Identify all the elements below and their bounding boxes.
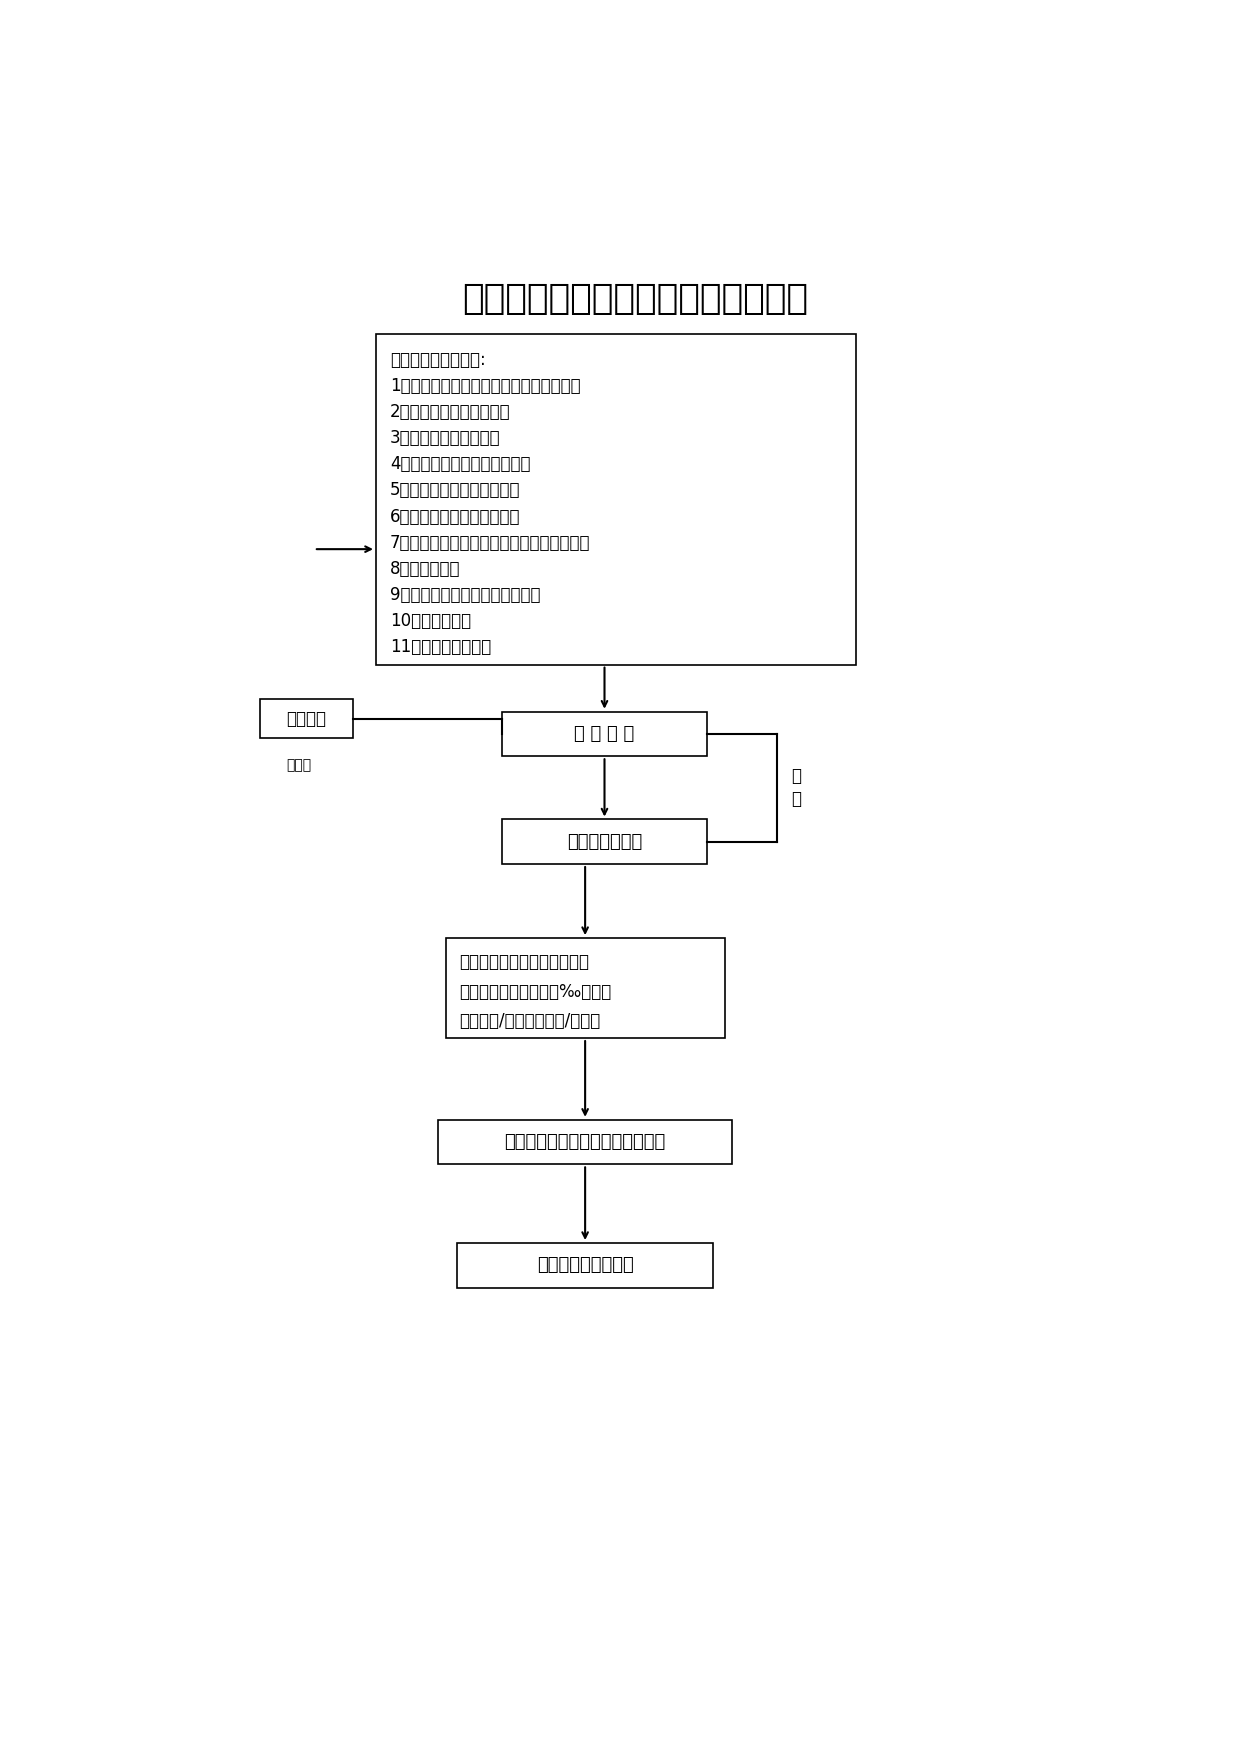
Text: 9、建设工程质量目标考核登记表: 9、建设工程质量目标考核登记表 [389, 586, 541, 605]
Bar [502, 712, 707, 756]
Bar [259, 699, 352, 738]
Text: 即: 即 [791, 768, 801, 785]
Text: 8、中标通知书: 8、中标通知书 [389, 559, 460, 578]
Text: 工程科审核资料: 工程科审核资料 [567, 833, 642, 850]
Bar [458, 1243, 713, 1288]
Text: 说明原因: 说明原因 [286, 710, 326, 727]
Text: 办理建设工程施工许可证工作流程图: 办理建设工程施工许可证工作流程图 [463, 282, 808, 316]
Text: 6、施工、监理合同备案手续: 6、施工、监理合同备案手续 [389, 508, 521, 526]
Bar [438, 1120, 733, 1164]
Text: 额测定费总造价１．２‰、散装: 额测定费总造价１．２‰、散装 [460, 983, 611, 1001]
Text: 水泥４元/吨，墙改６元/平方米: 水泥４元/吨，墙改６元/平方米 [460, 1011, 601, 1031]
Text: 窗 口 受 理: 窗 口 受 理 [574, 726, 635, 743]
Text: 10、廉政责任书: 10、廉政责任书 [389, 612, 471, 631]
Text: 11、渣土处置许可证: 11、渣土处置许可证 [389, 638, 491, 656]
Text: 办: 办 [791, 791, 801, 808]
Bar [376, 333, 857, 664]
Text: 不允许: 不允许 [285, 757, 311, 771]
Text: 2、建筑工程用地批准手续: 2、建筑工程用地批准手续 [389, 403, 511, 421]
Text: 5、工程质量、安全监督手续: 5、工程质量、安全监督手续 [389, 482, 521, 500]
Text: 窗口批准颁发建设工程施工许可证: 窗口批准颁发建设工程施工许可证 [505, 1132, 666, 1152]
Text: 行政相对人提供资料:: 行政相对人提供资料: [389, 351, 486, 368]
Text: 相关资料工程科存档: 相关资料工程科存档 [537, 1257, 634, 1274]
Bar [445, 938, 724, 1038]
Text: 行政相对人大厅缴费，工程定: 行政相对人大厅缴费，工程定 [460, 954, 589, 971]
Text: 7、施工图、施工图纸审查意见、施工图预算: 7、施工图、施工图纸审查意见、施工图预算 [389, 533, 590, 552]
Text: 4、建设工程施工许可证申请表: 4、建设工程施工许可证申请表 [389, 456, 531, 473]
Text: 1、环境卫生服务资格证或委托清运合同书: 1、环境卫生服务资格证或委托清运合同书 [389, 377, 580, 394]
Text: 3、建设工程规划许可证: 3、建设工程规划许可证 [389, 429, 501, 447]
Bar [502, 819, 707, 864]
